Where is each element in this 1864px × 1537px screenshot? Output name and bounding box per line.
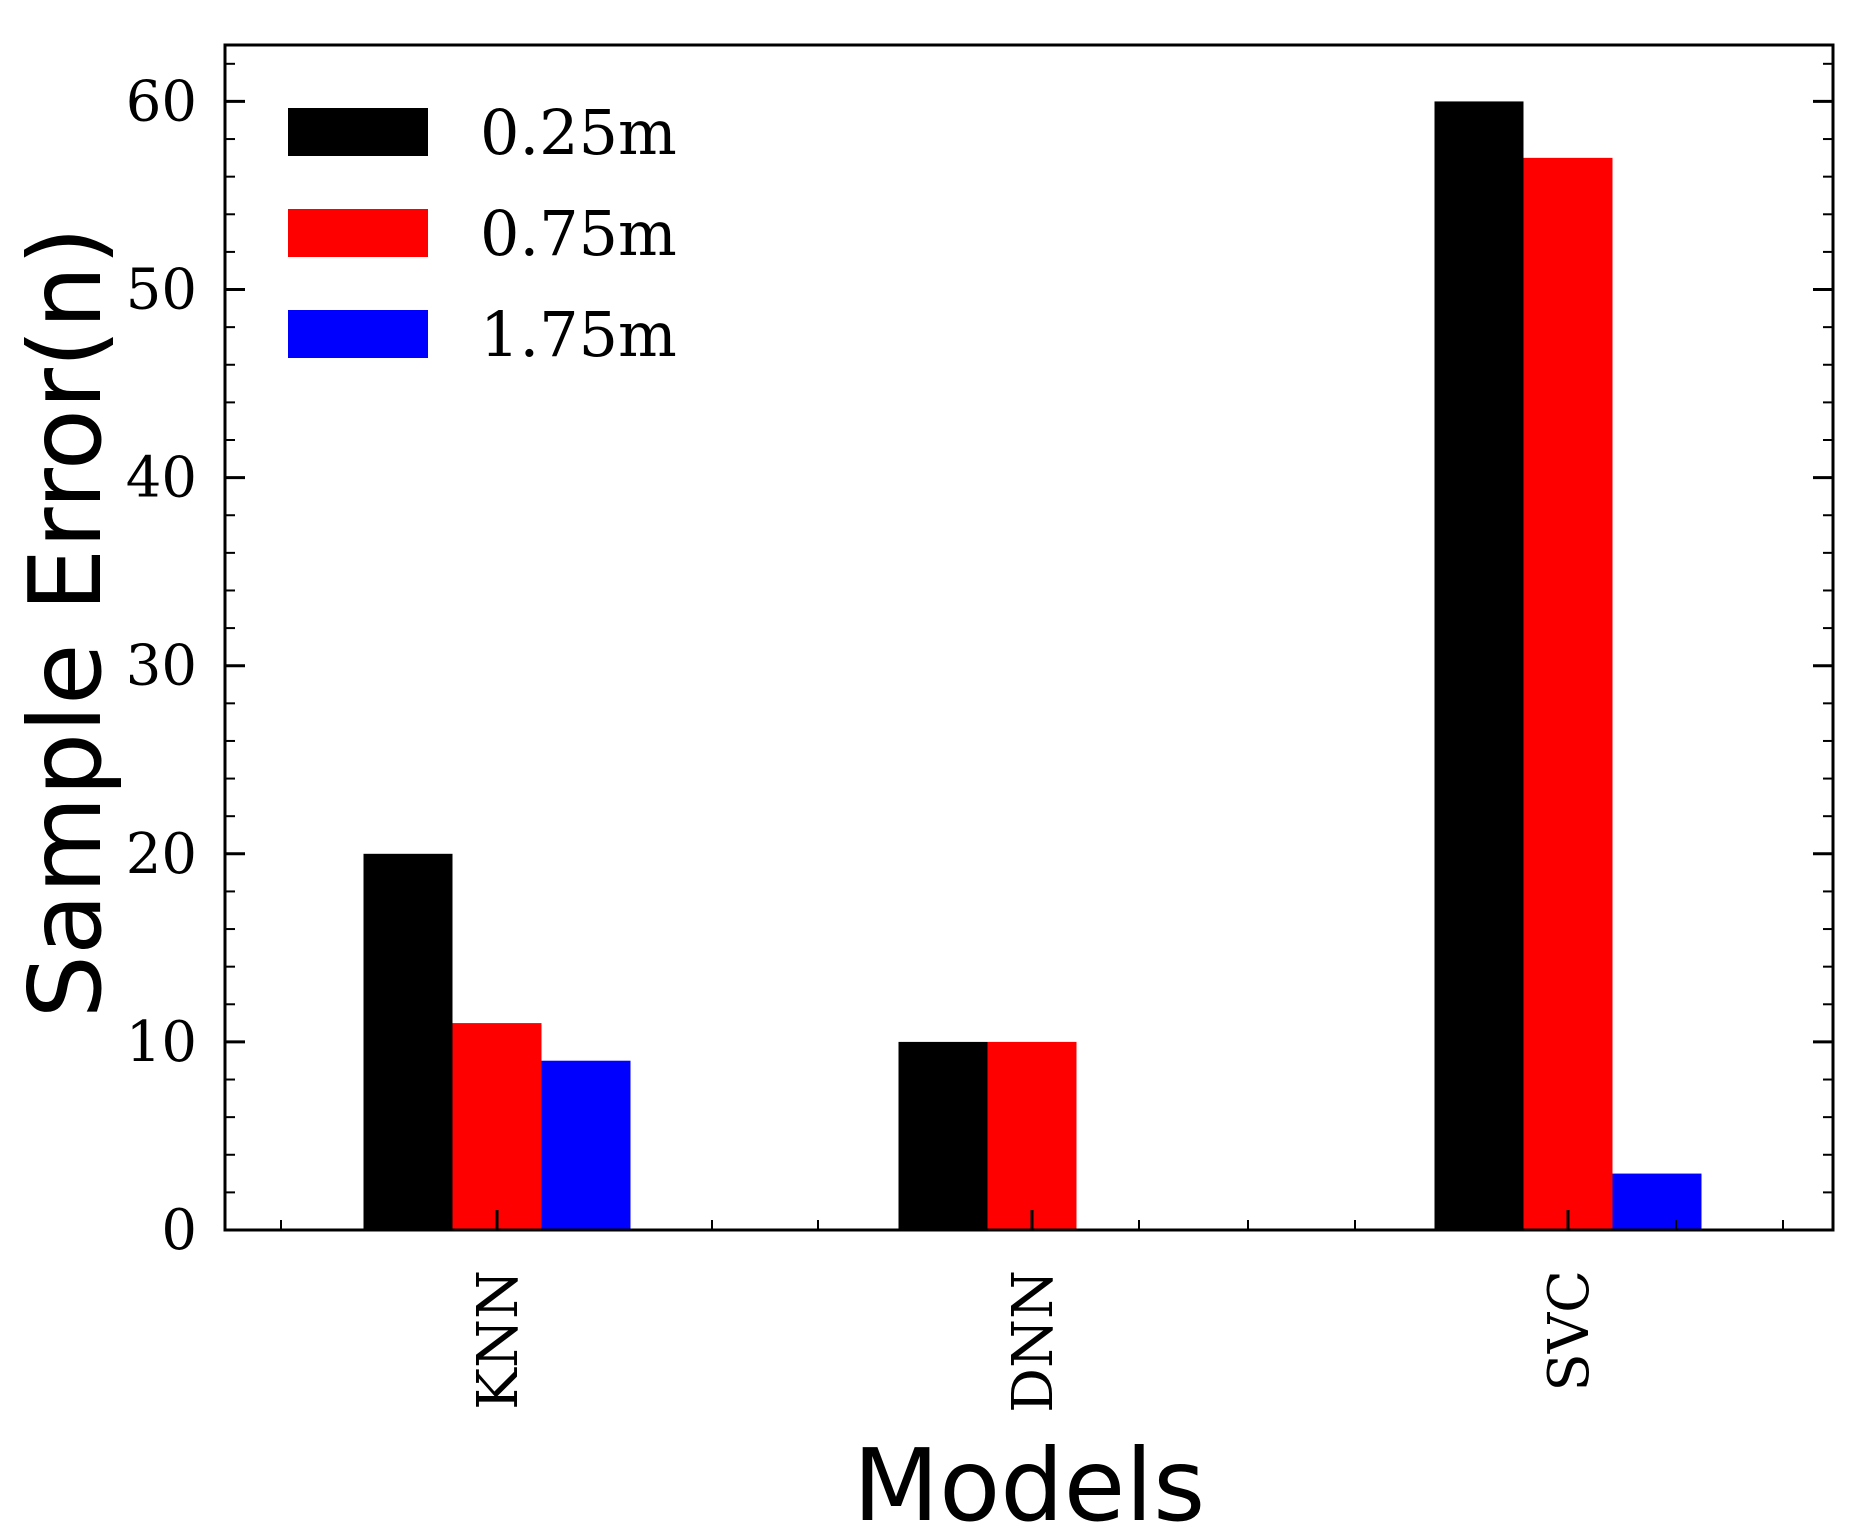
legend-label-0-25m: 0.25m <box>480 96 677 169</box>
plot-frame <box>223 43 1835 1232</box>
legend-label-1-75m: 1.75m <box>480 298 677 371</box>
y-axis-title: Sample Error(n) <box>7 227 124 1019</box>
y-tick-label: 10 <box>126 1010 197 1075</box>
x-tick-label-svc: SVC <box>1537 1270 1602 1392</box>
bar-knn-0-25m <box>363 853 453 1230</box>
bar-svc-1-75m <box>1612 1173 1702 1230</box>
y-tick-label: 30 <box>126 634 197 699</box>
bar-dnn-0-75m <box>987 1041 1077 1230</box>
legend: 0.25m 0.75m 1.75m <box>288 96 677 371</box>
bar-dnn-0-25m <box>898 1041 988 1230</box>
bar-knn-1-75m <box>541 1060 631 1230</box>
x-tick-label-dnn: DNN <box>1001 1270 1066 1413</box>
axes-group: 0 10 20 30 40 50 60 KNN DNN SVC <box>126 43 1835 1413</box>
legend-swatch-1-75m <box>288 310 428 358</box>
bar-svc-0-75m <box>1523 157 1613 1230</box>
x-axis-title: Models <box>853 1427 1205 1537</box>
bar-knn-0-75m <box>452 1023 542 1230</box>
y-tick-label: 0 <box>161 1198 197 1263</box>
legend-label-0-75m: 0.75m <box>480 197 677 270</box>
y-tick-label: 40 <box>126 446 197 511</box>
bar-svc-0-25m <box>1434 101 1524 1230</box>
bars-group <box>363 101 1702 1230</box>
y-tick-label: 50 <box>126 258 197 323</box>
y-tick-label: 20 <box>126 822 197 887</box>
legend-swatch-0-25m <box>288 108 428 156</box>
x-tick-label-knn: KNN <box>466 1270 531 1410</box>
y-tick-label: 60 <box>126 69 197 134</box>
legend-swatch-0-75m <box>288 209 428 257</box>
